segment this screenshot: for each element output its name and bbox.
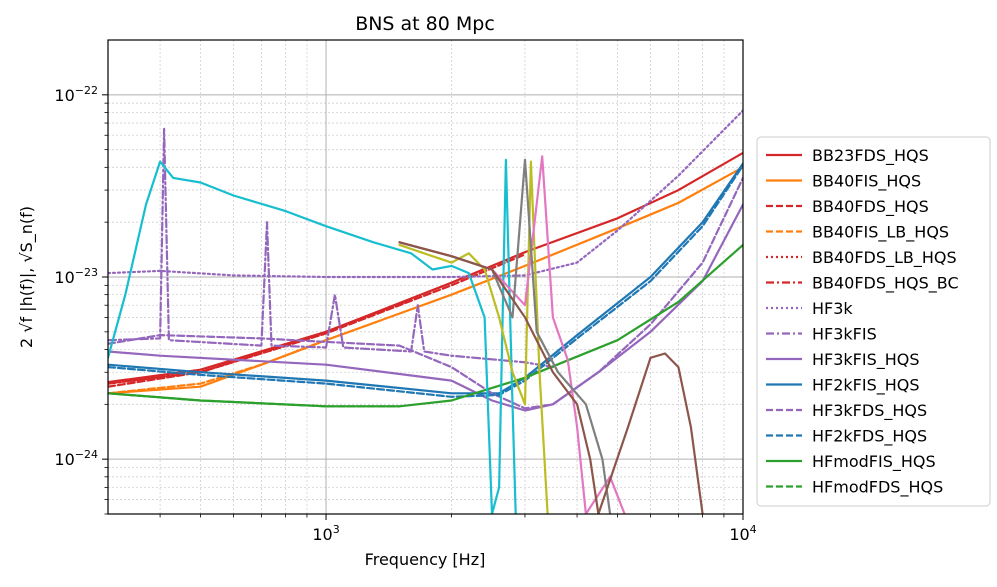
legend-label: BB23FDS_HQS bbox=[812, 146, 929, 166]
series-bb40fds-hqs bbox=[108, 253, 527, 388]
x-axis-label: Frequency [Hz] bbox=[365, 550, 486, 569]
x-tick-label: 104 bbox=[729, 523, 756, 544]
y-tick-label: 10−23 bbox=[54, 266, 98, 287]
y-tick-label: 10−24 bbox=[54, 448, 98, 469]
series-line bbox=[108, 158, 517, 514]
legend-label: HFmodFIS_HQS bbox=[812, 452, 936, 472]
legend-label: HFmodFDS_HQS bbox=[812, 478, 943, 498]
series-hf3kfds-hqs bbox=[108, 176, 743, 410]
legend-label: BB40FIS_HQS bbox=[812, 172, 921, 192]
legend-label: HF3kFDS_HQS bbox=[812, 401, 927, 421]
series-hfmodfds-hqs bbox=[108, 392, 401, 408]
legend-label: HF2kFDS_HQS bbox=[812, 427, 927, 447]
legend-label: HF3kFIS bbox=[812, 325, 877, 344]
series-line bbox=[398, 241, 704, 514]
chart-title: BNS at 80 Mpc bbox=[355, 13, 495, 35]
x-tick-label: 103 bbox=[312, 523, 339, 544]
series-hf3k bbox=[108, 109, 743, 279]
y-axis-label: 2 √f |h(f)|, √S_n(f) bbox=[17, 206, 37, 348]
legend-label: BB40FDS_LB_HQS bbox=[812, 248, 957, 268]
legend-label: BB40FIS_LB_HQS bbox=[812, 223, 949, 243]
series-bb23fds-hqs bbox=[108, 151, 743, 384]
series-hf3kfis-hqs bbox=[108, 203, 743, 412]
series-hf3kfis bbox=[108, 127, 554, 369]
series-layer bbox=[108, 109, 743, 514]
legend-label: HF2kFIS_HQS bbox=[812, 376, 920, 396]
legend-box bbox=[756, 136, 991, 507]
axis-ticks bbox=[102, 94, 744, 520]
legend-label: BB40FDS_HQS bbox=[812, 197, 929, 217]
y-tick-labels: 10−24 10−23 10−22 bbox=[54, 84, 98, 469]
y-tick-label: 10−22 bbox=[54, 84, 98, 105]
legend-label: HF3k bbox=[812, 299, 853, 318]
series-bb40fis-hqs bbox=[108, 166, 743, 395]
x-tick-labels: 103 104 bbox=[312, 523, 756, 544]
series-hf2kfds-hqs bbox=[108, 164, 743, 398]
legend: BB23FDS_HQS BB40FIS_HQS BB40FDS_HQS BB40FIS… bbox=[756, 136, 991, 507]
legend-label: BB40FDS_HQS_BC bbox=[812, 274, 959, 294]
legend-label: HF3kFIS_HQS bbox=[812, 350, 920, 370]
series-bb40fds-hqs-bc bbox=[108, 298, 413, 385]
